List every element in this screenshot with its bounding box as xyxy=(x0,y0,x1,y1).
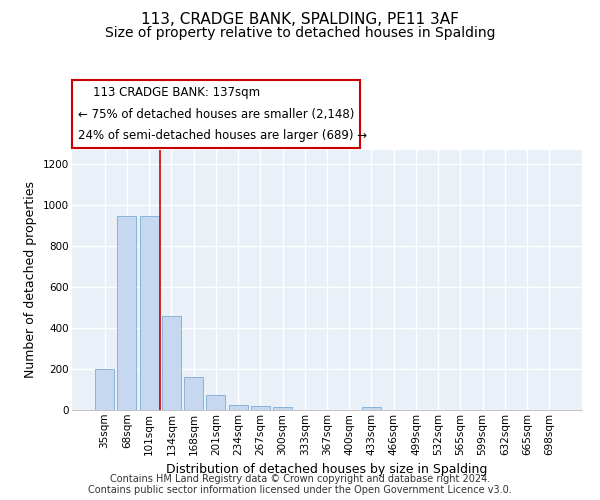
Bar xyxy=(184,377,203,410)
Bar xyxy=(362,407,381,410)
Bar xyxy=(140,216,158,410)
Bar xyxy=(273,408,292,410)
Text: Contains HM Land Registry data © Crown copyright and database right 2024.: Contains HM Land Registry data © Crown c… xyxy=(110,474,490,484)
Bar xyxy=(95,369,114,410)
Y-axis label: Number of detached properties: Number of detached properties xyxy=(25,182,37,378)
Text: 24% of semi-detached houses are larger (689) →: 24% of semi-detached houses are larger (… xyxy=(78,129,367,142)
Bar xyxy=(206,394,225,410)
Bar xyxy=(229,405,248,410)
Text: 113, CRADGE BANK, SPALDING, PE11 3AF: 113, CRADGE BANK, SPALDING, PE11 3AF xyxy=(141,12,459,28)
X-axis label: Distribution of detached houses by size in Spalding: Distribution of detached houses by size … xyxy=(166,463,488,476)
Bar xyxy=(251,406,270,410)
Text: Contains public sector information licensed under the Open Government Licence v3: Contains public sector information licen… xyxy=(88,485,512,495)
Bar xyxy=(162,316,181,410)
Text: 113 CRADGE BANK: 137sqm: 113 CRADGE BANK: 137sqm xyxy=(78,86,260,99)
Bar xyxy=(118,216,136,410)
Text: Size of property relative to detached houses in Spalding: Size of property relative to detached ho… xyxy=(105,26,495,40)
Text: ← 75% of detached houses are smaller (2,148): ← 75% of detached houses are smaller (2,… xyxy=(78,108,355,120)
